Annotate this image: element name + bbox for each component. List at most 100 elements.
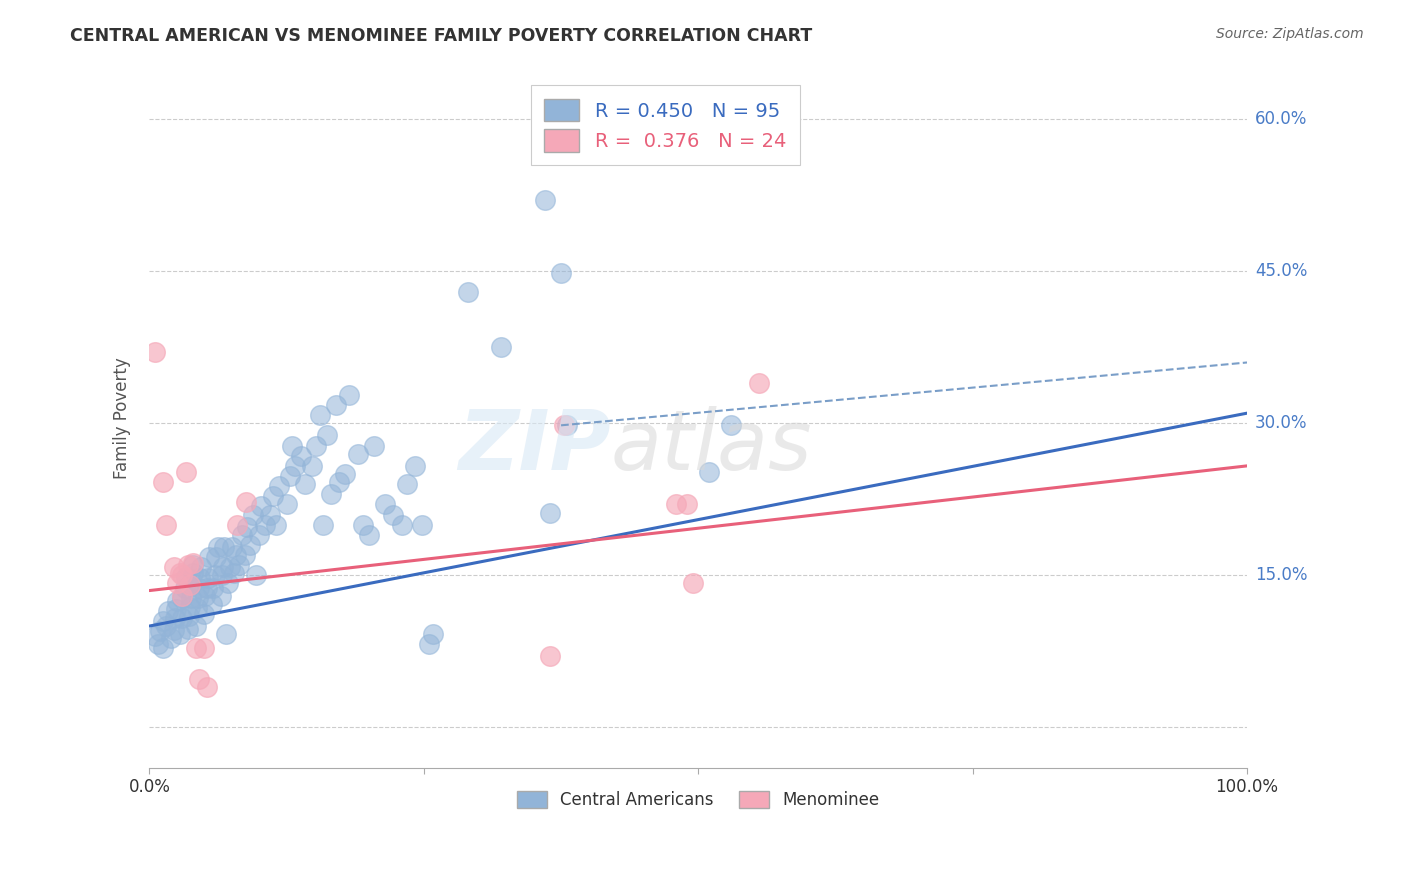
Point bbox=[226, 517, 249, 532]
Point bbox=[236, 519, 259, 533]
Point bbox=[305, 439, 328, 453]
Text: 30.0%: 30.0% bbox=[1256, 414, 1308, 433]
Point bbox=[157, 604, 180, 618]
Point bbox=[396, 477, 419, 491]
Point bbox=[195, 680, 218, 694]
Point bbox=[149, 624, 172, 639]
Point bbox=[278, 469, 301, 483]
Point bbox=[194, 589, 217, 603]
Point bbox=[143, 345, 166, 359]
Point bbox=[187, 581, 209, 595]
Point bbox=[290, 449, 312, 463]
Point bbox=[357, 528, 380, 542]
Point bbox=[152, 614, 174, 628]
Point bbox=[231, 528, 253, 542]
Point bbox=[218, 576, 240, 591]
Point bbox=[308, 408, 330, 422]
Point bbox=[720, 418, 742, 433]
Point bbox=[250, 500, 273, 514]
Point bbox=[316, 428, 339, 442]
Text: 15.0%: 15.0% bbox=[1256, 566, 1308, 584]
Point bbox=[160, 631, 183, 645]
Point bbox=[281, 439, 304, 453]
Point bbox=[264, 517, 287, 532]
Point bbox=[184, 619, 207, 633]
Point bbox=[143, 629, 166, 643]
Point bbox=[172, 568, 194, 582]
Point bbox=[538, 649, 561, 664]
Point bbox=[225, 548, 247, 562]
Point bbox=[382, 508, 405, 522]
Point bbox=[245, 568, 267, 582]
Point bbox=[333, 467, 356, 481]
Point bbox=[242, 508, 264, 522]
Text: 45.0%: 45.0% bbox=[1256, 262, 1308, 280]
Point bbox=[180, 578, 202, 592]
Point bbox=[197, 571, 219, 585]
Point bbox=[489, 340, 512, 354]
Point bbox=[312, 517, 335, 532]
Point bbox=[172, 591, 194, 605]
Point bbox=[166, 593, 188, 607]
Point bbox=[195, 581, 218, 595]
Point bbox=[162, 623, 184, 637]
Y-axis label: Family Poverty: Family Poverty bbox=[114, 358, 131, 479]
Point bbox=[183, 556, 205, 570]
Legend: Central Americans, Menominee: Central Americans, Menominee bbox=[510, 784, 886, 815]
Text: 60.0%: 60.0% bbox=[1256, 111, 1308, 128]
Point bbox=[550, 266, 572, 280]
Point bbox=[247, 528, 270, 542]
Point bbox=[325, 398, 347, 412]
Point bbox=[169, 566, 191, 581]
Point bbox=[183, 566, 205, 581]
Point bbox=[174, 570, 197, 584]
Point bbox=[222, 566, 245, 581]
Point bbox=[212, 540, 235, 554]
Point bbox=[263, 489, 285, 503]
Point bbox=[411, 517, 433, 532]
Point bbox=[276, 497, 298, 511]
Point bbox=[457, 285, 479, 299]
Point bbox=[184, 641, 207, 656]
Point bbox=[665, 497, 688, 511]
Point bbox=[179, 599, 201, 614]
Point bbox=[197, 550, 219, 565]
Point bbox=[165, 602, 187, 616]
Point bbox=[235, 495, 257, 509]
Text: Source: ZipAtlas.com: Source: ZipAtlas.com bbox=[1216, 27, 1364, 41]
Point bbox=[183, 558, 205, 573]
Point bbox=[163, 611, 186, 625]
Point bbox=[533, 194, 555, 208]
Point bbox=[328, 475, 350, 489]
Text: atlas: atlas bbox=[610, 406, 813, 487]
Point bbox=[186, 600, 208, 615]
Point bbox=[180, 591, 202, 605]
Text: CENTRAL AMERICAN VS MENOMINEE FAMILY POVERTY CORRELATION CHART: CENTRAL AMERICAN VS MENOMINEE FAMILY POV… bbox=[70, 27, 813, 45]
Point bbox=[347, 447, 370, 461]
Point bbox=[177, 608, 200, 623]
Point bbox=[676, 497, 699, 511]
Point bbox=[212, 560, 235, 574]
Point bbox=[239, 538, 262, 552]
Point bbox=[363, 439, 385, 453]
Point bbox=[205, 550, 228, 565]
Point bbox=[301, 458, 323, 473]
Point bbox=[193, 607, 215, 621]
Point bbox=[319, 487, 342, 501]
Point bbox=[190, 560, 212, 574]
Point bbox=[218, 560, 240, 574]
Point bbox=[152, 641, 174, 656]
Point bbox=[538, 506, 561, 520]
Text: ZIP: ZIP bbox=[458, 406, 610, 487]
Point bbox=[418, 637, 440, 651]
Point bbox=[155, 517, 177, 532]
Point bbox=[187, 672, 209, 686]
Point bbox=[337, 388, 360, 402]
Point bbox=[174, 465, 197, 479]
Point bbox=[259, 508, 281, 522]
Point bbox=[391, 517, 413, 532]
Point bbox=[202, 581, 225, 595]
Point bbox=[204, 568, 226, 582]
Point bbox=[697, 465, 720, 479]
Point bbox=[555, 418, 578, 433]
